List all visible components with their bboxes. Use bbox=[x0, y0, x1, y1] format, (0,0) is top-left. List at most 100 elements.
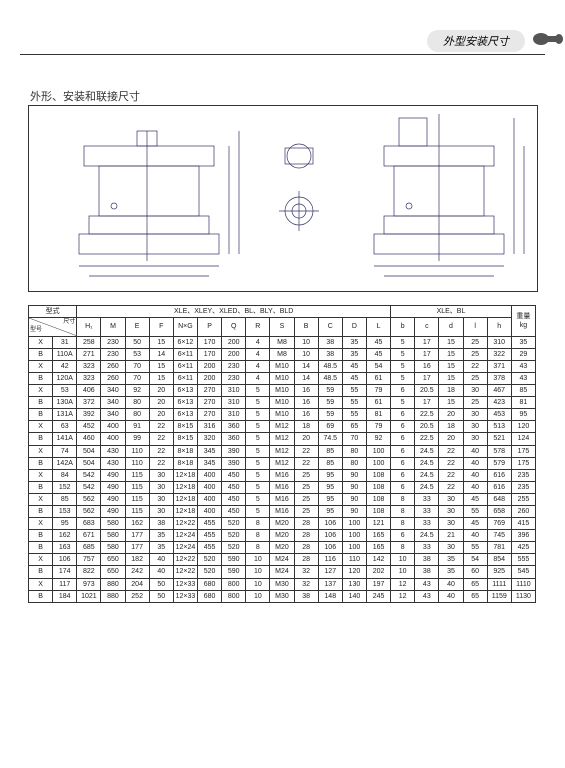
cell: 316 bbox=[197, 421, 221, 433]
cell: 8 bbox=[246, 518, 270, 530]
cell-x: B bbox=[29, 530, 53, 542]
cell: 24.5 bbox=[415, 445, 439, 457]
cell: 460 bbox=[77, 433, 101, 445]
cell: 400 bbox=[197, 481, 221, 493]
cell: 30 bbox=[149, 506, 173, 518]
cell: M16 bbox=[270, 481, 294, 493]
cell: M10 bbox=[270, 385, 294, 397]
cell: 260 bbox=[101, 360, 125, 372]
cell: 392 bbox=[77, 409, 101, 421]
cell: 6 bbox=[391, 409, 415, 421]
cell-x: X bbox=[29, 493, 53, 505]
cell: 6×11 bbox=[173, 372, 197, 384]
cell: 854 bbox=[487, 554, 511, 566]
cell: 17 bbox=[415, 336, 439, 348]
cell: 10 bbox=[294, 348, 318, 360]
cell-code: 153 bbox=[53, 506, 77, 518]
cell: 90 bbox=[342, 469, 366, 481]
cell: 69 bbox=[318, 421, 342, 433]
cell: 28 bbox=[294, 530, 318, 542]
cell: 24.5 bbox=[415, 481, 439, 493]
cell: 450 bbox=[222, 481, 246, 493]
th-type: 型式 bbox=[29, 306, 77, 318]
cell: 38 bbox=[318, 348, 342, 360]
cell: 5 bbox=[246, 397, 270, 409]
cell: 43 bbox=[511, 360, 535, 372]
diagram-box bbox=[28, 105, 538, 292]
cell-x: B bbox=[29, 348, 53, 360]
cell: 25 bbox=[294, 493, 318, 505]
cell: M16 bbox=[270, 493, 294, 505]
cell: 45 bbox=[463, 493, 487, 505]
cell: 124 bbox=[511, 433, 535, 445]
cell: 452 bbox=[77, 421, 101, 433]
table-row: X3125823050156×121702004M810383545517152… bbox=[29, 336, 536, 348]
cell-code: 163 bbox=[53, 542, 77, 554]
cell: M20 bbox=[270, 530, 294, 542]
spec-table: 型式XLE、XLEY、XLED、BL、BLY、BLDXLE、BL重量kg尺寸型号… bbox=[28, 305, 536, 603]
cell: 20.5 bbox=[415, 385, 439, 397]
cell: 202 bbox=[366, 566, 390, 578]
technical-drawing bbox=[29, 106, 537, 291]
cell-code: 53 bbox=[53, 385, 77, 397]
cell: 520 bbox=[197, 554, 221, 566]
cell: 345 bbox=[197, 457, 221, 469]
table-row: B1525424901153012×184004505M162595901086… bbox=[29, 481, 536, 493]
cell: 54 bbox=[366, 360, 390, 372]
cell: 425 bbox=[511, 542, 535, 554]
cell: M24 bbox=[270, 554, 294, 566]
th-col: R bbox=[246, 318, 270, 337]
cell: 400 bbox=[197, 506, 221, 518]
cell: 55 bbox=[342, 397, 366, 409]
cell: 108 bbox=[366, 481, 390, 493]
cell: 121 bbox=[366, 518, 390, 530]
cell: 258 bbox=[77, 336, 101, 348]
cell: 90 bbox=[342, 493, 366, 505]
cell-x: X bbox=[29, 578, 53, 590]
th-col: M bbox=[101, 318, 125, 337]
cell: 590 bbox=[222, 554, 246, 566]
cell: 25 bbox=[463, 397, 487, 409]
table-row: X5340634092206×132703105M1016595579620.5… bbox=[29, 385, 536, 397]
cell: 10 bbox=[246, 566, 270, 578]
cell: 35 bbox=[439, 554, 463, 566]
cell: 12×22 bbox=[173, 518, 197, 530]
cell: 12×24 bbox=[173, 542, 197, 554]
cell: 40 bbox=[463, 481, 487, 493]
cell: 92 bbox=[366, 433, 390, 445]
cell: 504 bbox=[77, 457, 101, 469]
cell: 70 bbox=[342, 433, 366, 445]
table-row: B141A46040099228×153203605M122074.570926… bbox=[29, 433, 536, 445]
cell: 33 bbox=[415, 518, 439, 530]
cell: 580 bbox=[101, 530, 125, 542]
cell: 230 bbox=[222, 360, 246, 372]
cell: 170 bbox=[197, 336, 221, 348]
th-group1: XLE、XLEY、XLED、BL、BLY、BLD bbox=[77, 306, 391, 318]
table-row: B18410218802525012×3368080010M3038148140… bbox=[29, 590, 536, 602]
cell: 18 bbox=[439, 421, 463, 433]
th-dim-model: 尺寸型号 bbox=[29, 318, 77, 337]
cell: 120 bbox=[511, 421, 535, 433]
cell: 10 bbox=[246, 554, 270, 566]
table-row: B1748226502424012×2252059010M24321271202… bbox=[29, 566, 536, 578]
cell: 5 bbox=[246, 385, 270, 397]
th-col: P bbox=[197, 318, 221, 337]
cell: 45 bbox=[463, 518, 487, 530]
cell: 400 bbox=[101, 421, 125, 433]
cell: 200 bbox=[222, 348, 246, 360]
cell: 658 bbox=[487, 506, 511, 518]
cell: 5 bbox=[246, 445, 270, 457]
cell: 60 bbox=[463, 566, 487, 578]
cell: 43 bbox=[415, 578, 439, 590]
cell-x: X bbox=[29, 336, 53, 348]
cell: 54 bbox=[463, 554, 487, 566]
cell: 85 bbox=[318, 457, 342, 469]
cell: 542 bbox=[77, 469, 101, 481]
cell: 270 bbox=[197, 397, 221, 409]
cell: 10 bbox=[246, 590, 270, 602]
cell: 80 bbox=[125, 409, 149, 421]
table-row: B1626715801773512×244555208M202810610016… bbox=[29, 530, 536, 542]
cell: 252 bbox=[125, 590, 149, 602]
cell: 80 bbox=[125, 397, 149, 409]
cell: 40 bbox=[149, 554, 173, 566]
